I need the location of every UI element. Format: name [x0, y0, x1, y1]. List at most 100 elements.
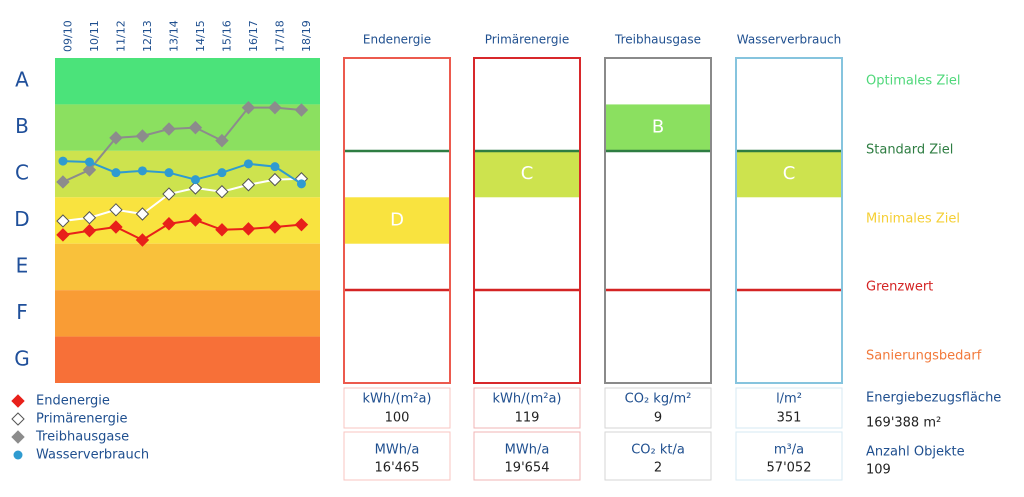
- point: [217, 168, 227, 178]
- summary-value: 109: [866, 463, 891, 478]
- value: 119: [515, 411, 540, 426]
- y-tick-label: F: [16, 300, 28, 324]
- legend-label: Treibhausgase: [35, 430, 129, 445]
- point: [270, 162, 280, 172]
- point: [137, 166, 147, 176]
- y-tick-label: A: [15, 68, 29, 92]
- point: [56, 214, 70, 228]
- point: [162, 217, 176, 231]
- series-line: [62, 160, 302, 185]
- summary-label: Energiebezugsfläche: [866, 391, 1001, 406]
- card-frame: [604, 57, 712, 384]
- unit: l/m²: [776, 392, 802, 407]
- rating-letter: B: [652, 117, 664, 138]
- target-label: Optimales Ziel: [866, 74, 960, 89]
- card-title: Treibhausgase: [614, 33, 701, 47]
- value: 16'465: [375, 461, 420, 476]
- point: [82, 224, 97, 238]
- point: [241, 178, 256, 192]
- point: [135, 233, 150, 247]
- cell: [735, 387, 843, 429]
- cell: [343, 431, 451, 481]
- point: [268, 172, 282, 187]
- series-line: [62, 106, 302, 183]
- x-tick-label: 11/12: [114, 20, 127, 52]
- card-title: Wasserverbrauch: [737, 33, 841, 47]
- x-tick-label: 13/14: [167, 20, 180, 52]
- cell: [343, 387, 451, 429]
- card-title: Endenergie: [363, 33, 431, 47]
- x-tick-label: 14/15: [194, 20, 207, 52]
- legend-marker: [13, 450, 23, 460]
- point: [215, 185, 229, 199]
- legend-label: Wasserverbrauch: [36, 448, 149, 463]
- card-frame: [343, 57, 451, 384]
- target-label: Minimales Ziel: [866, 212, 960, 227]
- legend-marker: [11, 430, 25, 444]
- point: [109, 203, 123, 217]
- value: 9: [654, 411, 662, 426]
- unit: CO₂ kg/m²: [625, 392, 692, 407]
- rating-band: [55, 58, 320, 105]
- x-tick-label: 09/10: [61, 20, 74, 52]
- rating-letter: C: [521, 163, 534, 184]
- card-frame: [735, 57, 843, 384]
- value: 57'052: [767, 461, 812, 476]
- legend-label: Primärenergie: [36, 412, 127, 427]
- point: [215, 223, 229, 237]
- point: [215, 133, 229, 148]
- cell: [604, 431, 712, 481]
- legend-label: Endenergie: [36, 394, 110, 409]
- point: [135, 129, 150, 143]
- rating-band: [55, 290, 320, 337]
- point: [296, 179, 306, 189]
- cell: [473, 431, 581, 481]
- cell: [473, 387, 581, 429]
- point: [135, 207, 150, 221]
- summary-value: 169'388 m²: [866, 416, 941, 431]
- card-frame: [473, 57, 581, 384]
- point: [188, 213, 203, 227]
- point: [56, 175, 70, 189]
- cell: [604, 387, 712, 429]
- rating-letter: C: [783, 163, 796, 184]
- cell: [735, 431, 843, 481]
- point: [294, 103, 309, 117]
- rating-box: [736, 150, 842, 198]
- unit: MWh/a: [375, 443, 420, 458]
- point: [84, 157, 94, 167]
- series-line: [62, 219, 302, 242]
- rating-band: [55, 336, 320, 383]
- unit: kWh/(m²a): [493, 392, 562, 407]
- y-tick-label: C: [15, 161, 29, 185]
- y-tick-label: B: [15, 114, 29, 138]
- value: 2: [654, 461, 662, 476]
- x-tick-label: 12/13: [141, 20, 154, 52]
- summary-label: Anzahl Objekte: [866, 445, 965, 460]
- point: [162, 122, 176, 136]
- legend-marker: [11, 412, 25, 426]
- point: [241, 100, 256, 115]
- point: [243, 159, 253, 169]
- point: [188, 181, 203, 195]
- x-tick-label: 17/18: [273, 20, 286, 52]
- x-tick-label: 10/11: [88, 20, 101, 52]
- unit: CO₂ kt/a: [631, 443, 685, 458]
- x-tick-label: 18/19: [300, 20, 313, 52]
- unit: kWh/(m²a): [363, 392, 432, 407]
- value: 19'654: [505, 461, 550, 476]
- rating-band: [55, 243, 320, 291]
- point: [109, 131, 123, 145]
- y-tick-label: G: [14, 346, 30, 370]
- point: [56, 228, 70, 242]
- point: [58, 156, 68, 166]
- point: [111, 168, 121, 178]
- card-title: Primärenergie: [485, 33, 569, 47]
- point: [190, 175, 200, 185]
- point: [268, 220, 282, 234]
- unit: m³/a: [774, 443, 804, 458]
- value: 351: [777, 411, 802, 426]
- point: [164, 168, 174, 178]
- target-label: Sanierungsbedarf: [866, 349, 982, 364]
